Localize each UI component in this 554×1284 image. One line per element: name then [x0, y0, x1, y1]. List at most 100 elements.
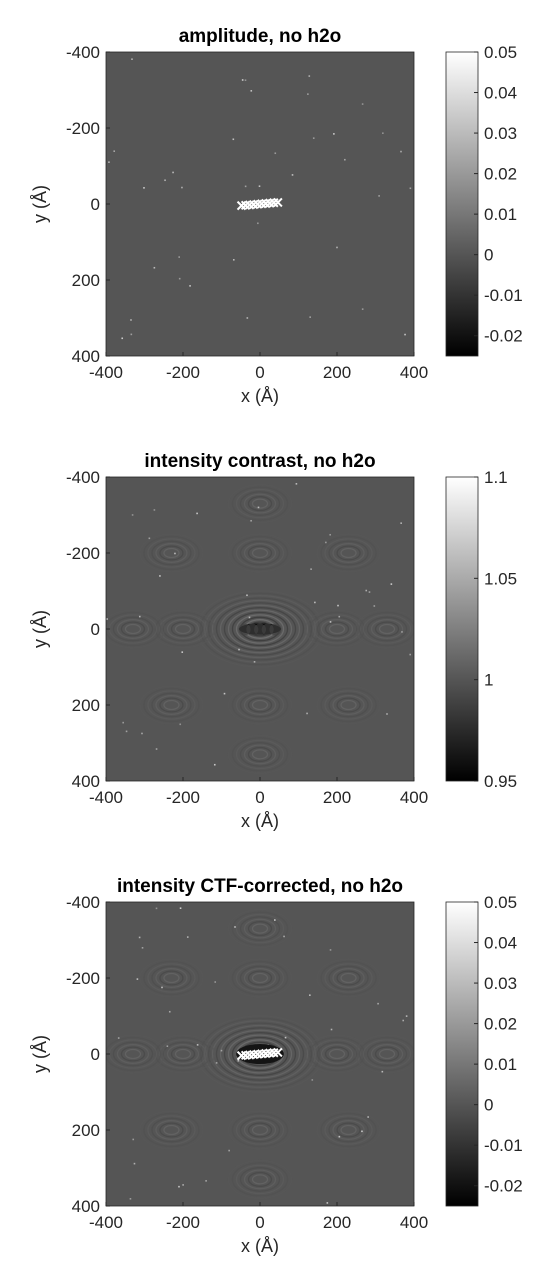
- fringe-ring: [231, 737, 289, 772]
- fringe-ring: [231, 1162, 289, 1197]
- speckle: [220, 1049, 223, 1052]
- fringe-ring: [143, 535, 200, 571]
- speckle: [196, 512, 198, 515]
- fringe-ring: [354, 609, 414, 649]
- y-tick-label: -400: [66, 468, 100, 487]
- fringe-ring: [328, 540, 369, 566]
- fringe-ring: [239, 742, 281, 767]
- fringe-ring: [170, 1046, 196, 1062]
- fringe-ring: [231, 486, 289, 521]
- fringe-ring: [312, 614, 362, 644]
- speckle: [232, 259, 235, 261]
- speckle: [283, 935, 285, 938]
- colorbar-tick-label: -0.01: [484, 286, 523, 305]
- x-tick-label: -400: [89, 1213, 123, 1232]
- fringe-ring: [304, 1034, 370, 1074]
- fringe-ring: [158, 1039, 208, 1069]
- fringe-ring: [124, 1048, 142, 1060]
- fringe-ring: [312, 1039, 362, 1069]
- y-tick-label: 200: [72, 696, 100, 715]
- chart-title: amplitude, no h2o: [179, 26, 342, 47]
- fringe-ring: [231, 1036, 289, 1072]
- fringe-ring: [162, 1041, 204, 1067]
- speckle: [274, 152, 277, 155]
- colorbar-tick-label: 0.05: [484, 43, 517, 62]
- y-tick-label: 0: [91, 1045, 100, 1064]
- colorbar-tick-label: 0.02: [484, 1015, 517, 1034]
- speckle: [337, 604, 339, 607]
- fringe-ring: [328, 1117, 369, 1143]
- speckle: [130, 319, 132, 321]
- fringe-ring: [112, 616, 154, 642]
- fringe-ring: [199, 1017, 321, 1091]
- fringe-ring: [239, 692, 281, 718]
- molecule-atom: [273, 197, 283, 208]
- speckle: [336, 246, 338, 249]
- fringe-ring: [154, 1036, 212, 1072]
- fringe-ring: [112, 1041, 154, 1067]
- fringe-ring: [227, 533, 293, 573]
- fringe-ring: [243, 1169, 277, 1190]
- fringe-ring: [358, 611, 414, 647]
- y-tick-label: 200: [72, 271, 100, 290]
- heatmap-image: [106, 483, 414, 774]
- fringe-ring: [163, 699, 180, 711]
- colorbar-tick-label: 1.1: [484, 468, 508, 487]
- speckle: [306, 712, 308, 715]
- speckle: [248, 616, 251, 619]
- fringe-ring: [227, 685, 293, 725]
- fringe-ring: [215, 602, 305, 656]
- chart-svg: -400 -400 -200 -200 0 0 200 200 400 400 intensity …: [30, 876, 523, 1256]
- speckle: [129, 1198, 132, 1200]
- fringe-ring: [219, 1029, 301, 1079]
- fringe-ring: [370, 619, 404, 639]
- speckle: [172, 171, 174, 174]
- fringe-ring: [332, 1120, 365, 1140]
- speckle: [373, 605, 376, 607]
- colorbar-tick-label: -0.02: [484, 327, 523, 346]
- speckle: [250, 519, 252, 522]
- fringe-ring: [251, 547, 269, 559]
- speckle: [122, 721, 124, 724]
- speckle: [186, 936, 189, 938]
- fringe-ring: [308, 611, 366, 647]
- speckle: [386, 713, 388, 715]
- fringe-ring: [139, 958, 204, 998]
- speckle: [365, 589, 368, 592]
- fringe-ring: [328, 692, 369, 718]
- fringe-ring: [251, 699, 269, 711]
- molecule-lobe: [269, 623, 282, 636]
- speckle: [274, 919, 276, 921]
- fringe-ring: [151, 965, 192, 991]
- fringe-ring: [231, 611, 289, 647]
- fringe-ring: [239, 491, 281, 516]
- y-tick-label: -200: [66, 544, 100, 563]
- fringe-ring: [239, 965, 281, 991]
- fringe-ring: [235, 1115, 285, 1145]
- speckle: [196, 1044, 199, 1046]
- fringe-ring: [203, 1020, 317, 1088]
- x-tick-label: -400: [89, 788, 123, 807]
- x-axis-label: x (Å): [241, 386, 279, 406]
- fringe-ring: [332, 968, 365, 988]
- speckle: [161, 986, 163, 989]
- speckle: [141, 947, 144, 949]
- fringe-ring: [239, 1167, 281, 1192]
- speckle: [178, 1185, 180, 1188]
- speckle: [250, 90, 253, 92]
- fringe-ring: [324, 963, 373, 993]
- fringe-ring: [332, 543, 365, 563]
- fringe-ring: [316, 958, 381, 998]
- speckle: [246, 317, 249, 319]
- fringe-ring: [174, 1048, 192, 1060]
- y-tick-label: -200: [66, 969, 100, 988]
- x-tick-label: -400: [89, 363, 123, 382]
- speckle: [106, 618, 108, 620]
- speckle: [241, 79, 244, 81]
- speckle: [325, 541, 327, 544]
- fringe-ring: [151, 692, 192, 718]
- fringe-ring: [247, 496, 273, 512]
- fringe-ring: [227, 958, 293, 998]
- speckle: [213, 763, 216, 766]
- fringe-ring: [120, 621, 146, 637]
